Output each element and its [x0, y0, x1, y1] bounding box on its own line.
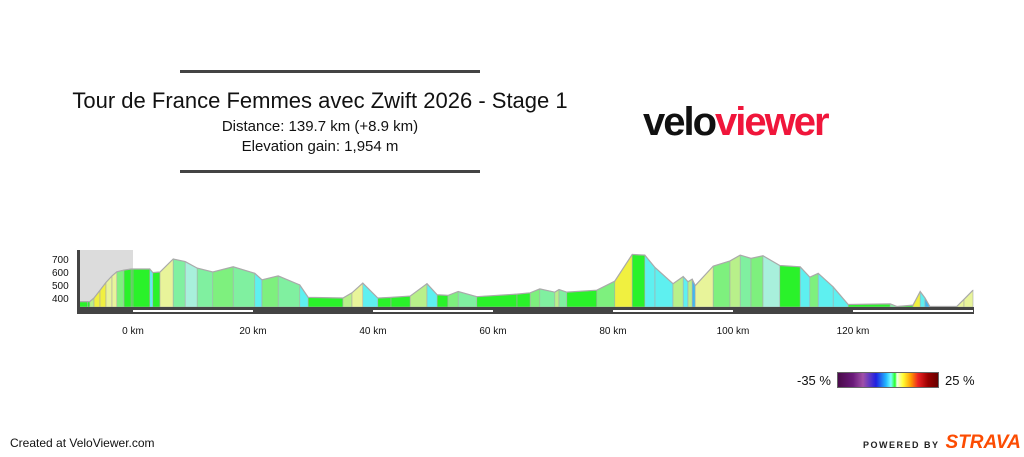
legend-max: 25 % — [944, 372, 975, 388]
profile-segment — [516, 292, 531, 308]
powered-by-text: POWERED BY — [863, 440, 940, 450]
logo-velo: velo — [643, 100, 717, 144]
profile-segment — [817, 272, 834, 308]
profile-segment — [566, 289, 598, 308]
x-axis — [77, 307, 974, 314]
title-rule-bottom — [180, 170, 480, 173]
profile-segment — [809, 272, 819, 308]
profile-segment — [261, 275, 279, 308]
profile-segment — [149, 268, 154, 308]
x-tick-label: 120 km — [837, 326, 870, 337]
profile-segment — [687, 278, 693, 308]
profile-outline — [79, 253, 974, 308]
scale-bar — [373, 310, 493, 312]
x-tick-label: 60 km — [479, 326, 506, 337]
profile-segment — [79, 301, 88, 308]
profile-segment — [694, 265, 714, 308]
profile-segment — [184, 261, 198, 308]
profile-segment — [729, 254, 741, 308]
x-tick-label: 0 km — [122, 326, 144, 337]
profile-segment — [111, 271, 118, 308]
logo-viewer: viewer — [715, 100, 830, 144]
x-tick-label: 20 km — [239, 326, 266, 337]
profile-segment — [712, 260, 731, 308]
created-at-link[interactable]: Created at VeloViewer.com — [10, 436, 155, 450]
elevation-gain-text: Elevation gain: 1,954 m — [241, 138, 399, 155]
veloviewer-logo: veloviewer — [643, 100, 830, 145]
profile-segment — [779, 265, 801, 308]
profile-segment — [123, 268, 132, 308]
profile-segment — [172, 258, 186, 308]
x-tick-label: 40 km — [359, 326, 386, 337]
profile-segment — [644, 254, 656, 308]
scale-bar — [613, 310, 733, 312]
title-rule-top — [180, 70, 480, 73]
gradient-color-bar — [836, 372, 939, 388]
x-tick-label: 100 km — [717, 326, 750, 337]
elevation-chart: 0 km 20 km 40 km 60 km 80 km 100 km 120 km 700 6… — [52, 250, 974, 337]
scale-bar — [853, 310, 973, 312]
profile-segment — [196, 267, 214, 308]
profile-segment — [152, 271, 161, 308]
y-tick-label: 700 — [52, 255, 69, 266]
y-tick-label: 400 — [52, 294, 69, 305]
profile-segment — [739, 254, 752, 308]
gradient-legend: -35 % 25 % — [797, 372, 975, 388]
profile-segment — [672, 275, 684, 308]
profile-segment — [377, 297, 392, 308]
profile-segment — [132, 268, 151, 308]
profile-segment — [351, 282, 364, 308]
distance-text: Distance: 139.7 km (+8.9 km) — [221, 118, 419, 135]
profile-segment — [409, 283, 428, 308]
profile-segment — [87, 301, 91, 308]
profile-segment — [212, 266, 234, 308]
y-tick-label: 500 — [52, 281, 69, 292]
profile-segment — [750, 255, 764, 308]
x-tick-label: 80 km — [599, 326, 626, 337]
profile-segment — [426, 282, 438, 308]
y-tick-label: 600 — [52, 268, 69, 279]
strava-logo: STRAVA — [945, 432, 1021, 453]
profile-segment — [631, 254, 646, 308]
legend-min: -35 % — [797, 372, 831, 388]
profile-segment — [654, 266, 674, 308]
profile-segment — [436, 294, 449, 308]
profile-segment — [307, 297, 344, 308]
scale-bar — [133, 310, 253, 312]
page-title: Tour de France Femmes avec Zwift 2026 - … — [72, 88, 568, 113]
y-axis — [77, 250, 80, 313]
profile-segment — [116, 269, 125, 308]
powered-by-strava[interactable]: POWERED BY STRAVA — [863, 432, 1021, 454]
profile-segment — [614, 253, 633, 308]
